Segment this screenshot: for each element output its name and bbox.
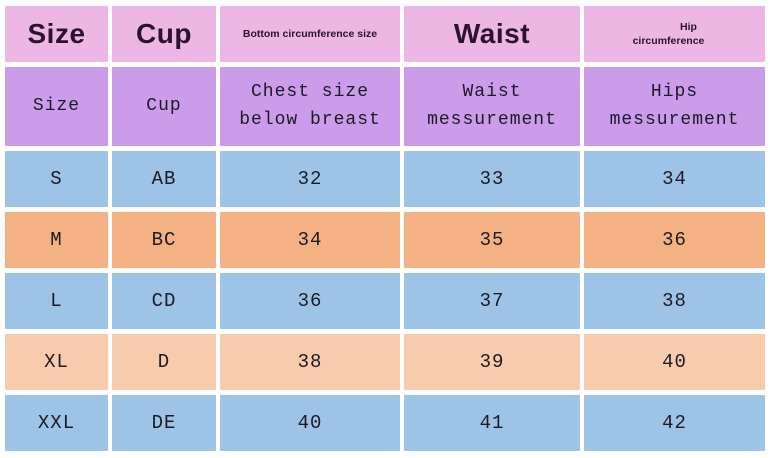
chest-line2: below breast [239,109,381,130]
chest-line1: Chest size [250,81,370,102]
cell-m-cup: BC [112,212,216,268]
cell-xxl-chest: 40 [220,395,400,451]
subheader-hips-cell: Hips messurement [584,67,765,146]
hips-line2: messurement [609,109,740,130]
cell-s-chest: 32 [220,151,400,207]
cell-s-cup: AB [112,151,216,207]
subheader-size-cell: Size [5,67,108,146]
cell-xl-cup: D [112,334,216,390]
cell-l-waist: 37 [404,273,580,329]
cell-s-size: S [5,151,108,207]
cell-m-hips: 36 [584,212,765,268]
cell-xxl-cup: DE [112,395,216,451]
cell-xl-chest: 38 [220,334,400,390]
cell-s-waist: 33 [404,151,580,207]
header-bottom-circumference-cell: Bottom circumference size [220,6,400,62]
waist-line2: messurement [427,109,557,130]
cell-m-size: M [5,212,108,268]
header-cup-cell: Cup [112,6,216,62]
subheader-cup-cell: Cup [112,67,216,146]
hip-line1: Hip [680,20,697,33]
cell-l-size: L [5,273,108,329]
hips-line1: Hips [650,81,699,102]
subheader-chest-cell: Chest size below breast [220,67,400,146]
cell-l-hips: 38 [584,273,765,329]
hip-line2: circumference [632,35,705,47]
header-size-cell: Size [5,6,108,62]
header-hip-circumference-cell: Hip circumference [584,6,765,62]
cell-xxl-hips: 42 [584,395,765,451]
subheader-waist-cell: Waist messurement [404,67,580,146]
header-waist-cell: Waist [404,6,580,62]
cell-xxl-waist: 41 [404,395,580,451]
size-chart-table: Size Cup Bottom circumference size Waist… [5,6,765,451]
cell-s-hips: 34 [584,151,765,207]
cell-xl-hips: 40 [584,334,765,390]
cell-l-chest: 36 [220,273,400,329]
cell-xxl-size: XXL [5,395,108,451]
waist-line1: Waist [462,81,522,102]
cell-l-cup: CD [112,273,216,329]
cell-xl-waist: 39 [404,334,580,390]
cell-m-waist: 35 [404,212,580,268]
cell-m-chest: 34 [220,212,400,268]
cell-xl-size: XL [5,334,108,390]
